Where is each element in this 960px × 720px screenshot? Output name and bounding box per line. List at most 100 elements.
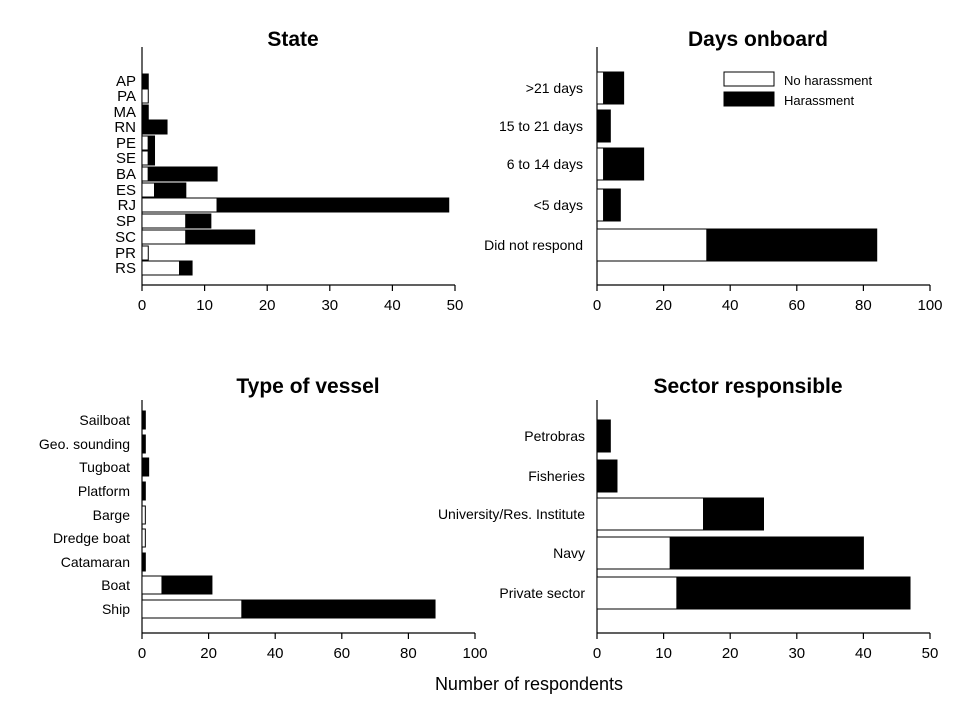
state-category-label: BA: [116, 166, 136, 183]
sector-category-label: Fisheries: [528, 468, 585, 484]
state-x-tick-label: 20: [259, 297, 276, 314]
days-bar-harassment: [603, 188, 621, 222]
state-bar-harassment: [216, 197, 450, 213]
vessel-category-label: Dredge boat: [53, 530, 130, 546]
state-category-label: PR: [115, 245, 136, 262]
sector-bar-harassment: [596, 419, 611, 453]
sector-x-tick-label: 20: [722, 645, 739, 662]
state-x-tick-label: 40: [384, 297, 401, 314]
days-bar-harassment: [596, 109, 611, 143]
days-x-tick-label: 20: [655, 297, 672, 314]
state-category-label: RJ: [118, 197, 136, 214]
vessel-title: Type of vessel: [236, 375, 379, 398]
vessel-x-tick-label: 40: [267, 645, 284, 662]
legend-label-harassment: Harassment: [784, 93, 854, 108]
state-category-label: AP: [116, 73, 136, 90]
days-bar-no-harassment: [596, 188, 605, 222]
vessel-category-label: Sailboat: [79, 412, 130, 428]
chart-panels: State 0 10 20 30 40 50 APPAMARNPESEBAESRJSPSCPR…: [39, 28, 943, 662]
days-title: Days onboard: [688, 28, 828, 51]
vessel-x-tick-label: 0: [138, 645, 146, 662]
state-panel: State 0 10 20 30 40 50 APPAMARNPESEBAESRJSPSCPR…: [114, 28, 464, 314]
sector-category-label: Navy: [553, 545, 585, 561]
vessel-bar-no-harassment: [141, 505, 146, 525]
sector-category-label: Petrobras: [524, 428, 585, 444]
days-bar-no-harassment: [596, 147, 605, 181]
state-bar-no-harassment: [141, 135, 149, 151]
sector-category-label: Private sector: [499, 585, 585, 601]
state-bar-harassment: [185, 229, 256, 245]
state-x-tick-label: 30: [321, 297, 338, 314]
state-bar-no-harassment: [141, 213, 187, 229]
vessel-bar-no-harassment: [141, 575, 163, 595]
days-bar-harassment: [706, 228, 878, 262]
sector-bar-harassment: [596, 459, 618, 493]
sector-x-tick-label: 30: [788, 645, 805, 662]
sector-bar-no-harassment: [596, 497, 705, 531]
sector-title: Sector responsible: [653, 375, 842, 398]
vessel-panel: Type of vessel 0 20 40 60 80 100 Sailboat Geo. s…: [39, 375, 488, 662]
vessel-bar-harassment: [141, 552, 146, 572]
vessel-category-label: Platform: [78, 483, 130, 499]
state-category-label: SC: [115, 229, 136, 246]
state-bar-no-harassment: [141, 166, 149, 182]
days-x-tick-label: 100: [917, 297, 942, 314]
vessel-category-label: Barge: [93, 507, 131, 523]
state-bar-harassment: [179, 260, 193, 276]
state-bar-no-harassment: [141, 245, 149, 261]
vessel-bar-harassment: [141, 457, 150, 477]
days-bar-harassment: [603, 71, 625, 105]
days-category-label: 6 to 14 days: [507, 156, 583, 172]
sector-bar-no-harassment: [596, 576, 678, 610]
days-bar-no-harassment: [596, 71, 605, 105]
vessel-category-label: Ship: [102, 601, 130, 617]
days-x-tick-label: 80: [855, 297, 872, 314]
vessel-bar-harassment: [241, 599, 436, 619]
state-category-label: RN: [114, 119, 136, 136]
state-bar-harassment: [147, 166, 218, 182]
days-category-label: >21 days: [526, 80, 583, 96]
state-bar-no-harassment: [141, 182, 156, 198]
vessel-category-label: Catamaran: [61, 554, 130, 570]
days-panel: Days onboard 0 20 40 60 80 100 >21 days 15 to 21…: [484, 28, 942, 314]
legend-swatch-no-harassment: [723, 71, 775, 87]
vessel-x-tick-label: 80: [400, 645, 417, 662]
state-x-tick-label: 10: [196, 297, 213, 314]
days-x-tick-label: 40: [722, 297, 739, 314]
state-bar-no-harassment: [141, 197, 218, 213]
state-category-label: RS: [115, 260, 136, 277]
days-x-tick-label: 0: [593, 297, 601, 314]
state-x-tick-label: 50: [447, 297, 464, 314]
state-category-label: SE: [116, 150, 136, 167]
state-bar-harassment: [154, 182, 187, 198]
days-category-label: <5 days: [534, 197, 583, 213]
sector-bar-harassment: [669, 536, 864, 570]
sector-panel: Sector responsible 0 10 20 30 40 50 Petrobras Fi…: [438, 375, 938, 662]
vessel-bar-harassment: [141, 410, 146, 430]
sector-bar-harassment: [676, 576, 911, 610]
sector-x-tick-label: 50: [922, 645, 939, 662]
legend-label-no-harassment: No harassment: [784, 73, 873, 88]
state-category-label: MA: [114, 104, 137, 121]
state-bar-no-harassment: [141, 260, 181, 276]
vessel-bar-no-harassment: [141, 528, 146, 548]
vessel-x-tick-label: 60: [333, 645, 350, 662]
vessel-category-label: Geo. sounding: [39, 436, 130, 452]
state-category-label: SP: [116, 213, 136, 230]
state-category-label: PE: [116, 135, 136, 152]
days-bar-harassment: [603, 147, 645, 181]
vessel-category-label: Boat: [101, 577, 130, 593]
shared-x-axis-label: Number of respondents: [435, 674, 623, 694]
vessel-bar-harassment: [141, 434, 146, 454]
vessel-category-label: Tugboat: [79, 459, 130, 475]
days-legend: No harassment Harassment: [723, 71, 873, 108]
days-category-label: 15 to 21 days: [499, 118, 583, 134]
state-bar-harassment: [185, 213, 212, 229]
sector-category-label: University/Res. Institute: [438, 506, 585, 522]
state-category-label: ES: [116, 182, 136, 199]
vessel-bar-harassment: [141, 481, 146, 501]
days-bar-no-harassment: [596, 228, 708, 262]
sector-bar-harassment: [703, 497, 764, 531]
state-bar-harassment: [141, 104, 149, 120]
